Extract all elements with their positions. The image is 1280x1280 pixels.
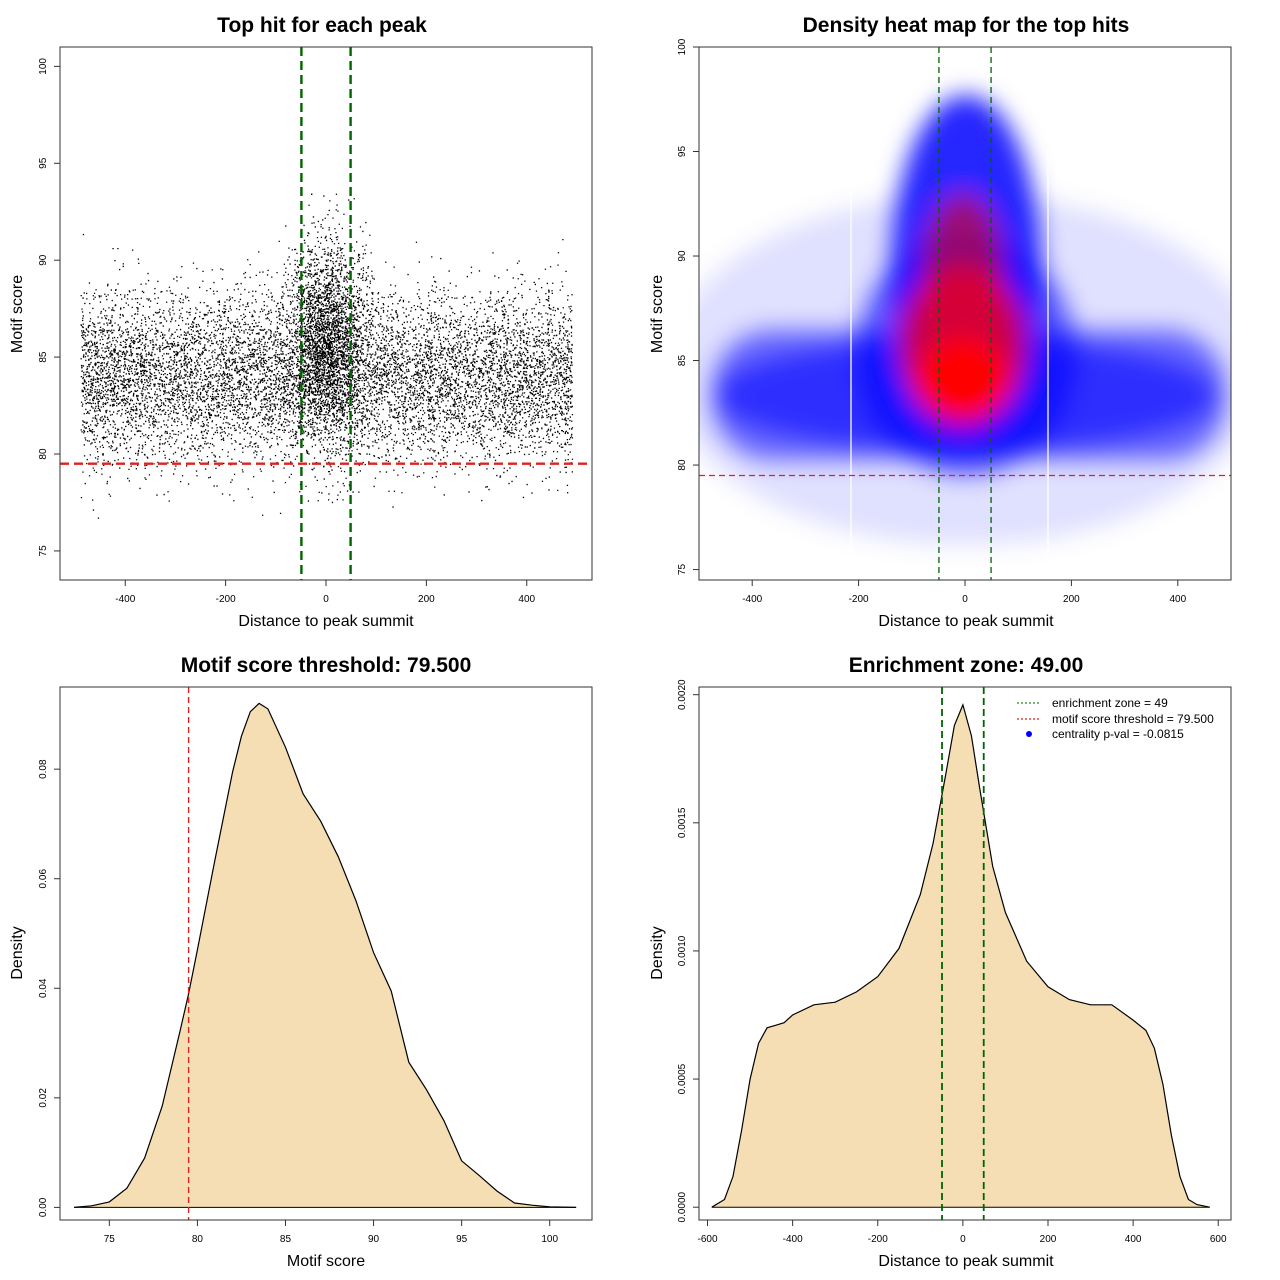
x-tick-label: 200 — [1040, 1234, 1057, 1245]
x-tick-label: 0 — [960, 1234, 966, 1245]
legend-label-motif-threshold: motif score threshold = 79.500 — [1052, 712, 1214, 726]
y-tick-label: 0.02 — [38, 1088, 49, 1108]
x-tick-label: 200 — [418, 594, 435, 605]
heatmap-panel: Density heat map for the top hits -400 -2… — [649, 14, 1232, 630]
distance-density-y-label: Density — [649, 926, 666, 979]
x-tick-label: 0 — [962, 594, 968, 605]
y-tick-label: 95 — [677, 146, 688, 158]
scatter-axes: -400 -200 0 200 400 75 80 85 90 95 100 — [38, 58, 536, 605]
scatter-x-label: Distance to peak summit — [238, 613, 414, 630]
y-tick-label: 0.04 — [38, 978, 49, 998]
x-tick-label: -200 — [849, 594, 869, 605]
x-tick-label: 200 — [1063, 594, 1080, 605]
x-tick-label: -400 — [742, 594, 762, 605]
x-tick-label: -600 — [698, 1234, 718, 1245]
heatmap-axes: -400 -200 0 200 400 75 80 85 90 95 100 — [677, 38, 1187, 605]
legend-label-enrichment-zone: enrichment zone = 49 — [1052, 696, 1168, 710]
x-tick-label: 85 — [280, 1234, 292, 1245]
y-tick-label: 80 — [38, 448, 49, 460]
density-curve — [711, 703, 1210, 1208]
x-tick-label: 80 — [192, 1234, 204, 1245]
score-density-plot-area — [74, 687, 577, 1220]
scatter-panel: Top hit for each peak -400 -200 0 200 400 75 8… — [9, 14, 593, 630]
score-density-x-label: Motif score — [287, 1253, 365, 1270]
y-tick-label: 0.00 — [38, 1197, 49, 1217]
x-tick-label: 400 — [518, 594, 535, 605]
scatter-points — [80, 193, 574, 519]
y-tick-label: 85 — [38, 351, 49, 363]
score-density-title: Motif score threshold: 79.500 — [181, 654, 472, 677]
x-tick-label: -200 — [216, 594, 236, 605]
y-tick-label: 85 — [677, 355, 688, 367]
y-tick-label: 80 — [677, 459, 688, 471]
density-area — [74, 703, 577, 1208]
heatmap-red-core — [915, 338, 1011, 422]
distance-density-plot-area — [711, 687, 1210, 1220]
x-tick-label: 75 — [104, 1234, 116, 1245]
heatmap-y-label: Motif score — [649, 275, 666, 353]
heatmap-title: Density heat map for the top hits — [803, 14, 1130, 37]
x-tick-label: 95 — [456, 1234, 468, 1245]
distance-density-panel: Enrichment zone: 49.00 -600 -400 -200 0 200 4… — [649, 654, 1232, 1270]
x-tick-label: 400 — [1169, 594, 1186, 605]
x-tick-label: -400 — [783, 1234, 803, 1245]
score-density-y-label: Density — [9, 926, 26, 979]
x-tick-label: 400 — [1125, 1234, 1142, 1245]
y-tick-label: 95 — [38, 157, 49, 169]
y-tick-label: 0.06 — [38, 869, 49, 889]
score-density-axes: 75 80 85 90 95 100 0.00 0.02 0.04 0.06 0.08 — [38, 759, 559, 1245]
y-tick-label: 75 — [38, 545, 49, 557]
y-tick-label: 0.0000 — [677, 1191, 688, 1222]
heatmap-density — [699, 95, 1231, 545]
y-tick-label: 0.0015 — [677, 807, 688, 838]
heatmap-x-label: Distance to peak summit — [878, 613, 1054, 630]
legend-swatch-centrality — [1026, 731, 1032, 737]
y-tick-label: 100 — [38, 58, 49, 75]
heatmap-reference-lines — [699, 47, 1231, 580]
y-tick-label: 90 — [677, 250, 688, 262]
y-tick-label: 0.0005 — [677, 1063, 688, 1094]
legend-label-centrality: centrality p-val = -0.0815 — [1052, 727, 1184, 741]
density-curve — [74, 702, 577, 1208]
y-tick-label: 0.08 — [38, 759, 49, 779]
legend: enrichment zone = 49 motif score thresho… — [1017, 696, 1214, 741]
x-tick-label: -200 — [868, 1234, 888, 1245]
x-tick-label: -400 — [115, 594, 135, 605]
distance-density-title: Enrichment zone: 49.00 — [849, 654, 1084, 677]
x-tick-label: 0 — [323, 594, 329, 605]
distance-density-x-label: Distance to peak summit — [878, 1253, 1054, 1270]
distance-density-axes: -600 -400 -200 0 200 400 600 0.0000 0.0005 0.0010… — [677, 679, 1227, 1245]
x-tick-label: 100 — [541, 1234, 558, 1245]
score-density-panel: Motif score threshold: 79.500 75 80 85 90 95… — [9, 654, 593, 1270]
scatter-y-label: Motif score — [9, 275, 26, 353]
x-tick-label: 90 — [368, 1234, 380, 1245]
x-tick-label: 600 — [1210, 1234, 1227, 1245]
density-area — [711, 704, 1210, 1208]
y-tick-label: 0.0010 — [677, 935, 688, 966]
scatter-plot-area — [60, 47, 592, 580]
y-tick-label: 100 — [677, 38, 688, 55]
scatter-title: Top hit for each peak — [217, 14, 427, 37]
heatmap-plot-area — [699, 47, 1231, 580]
y-tick-label: 75 — [677, 564, 688, 576]
y-tick-label: 90 — [38, 254, 49, 266]
y-tick-label: 0.0020 — [677, 679, 688, 710]
